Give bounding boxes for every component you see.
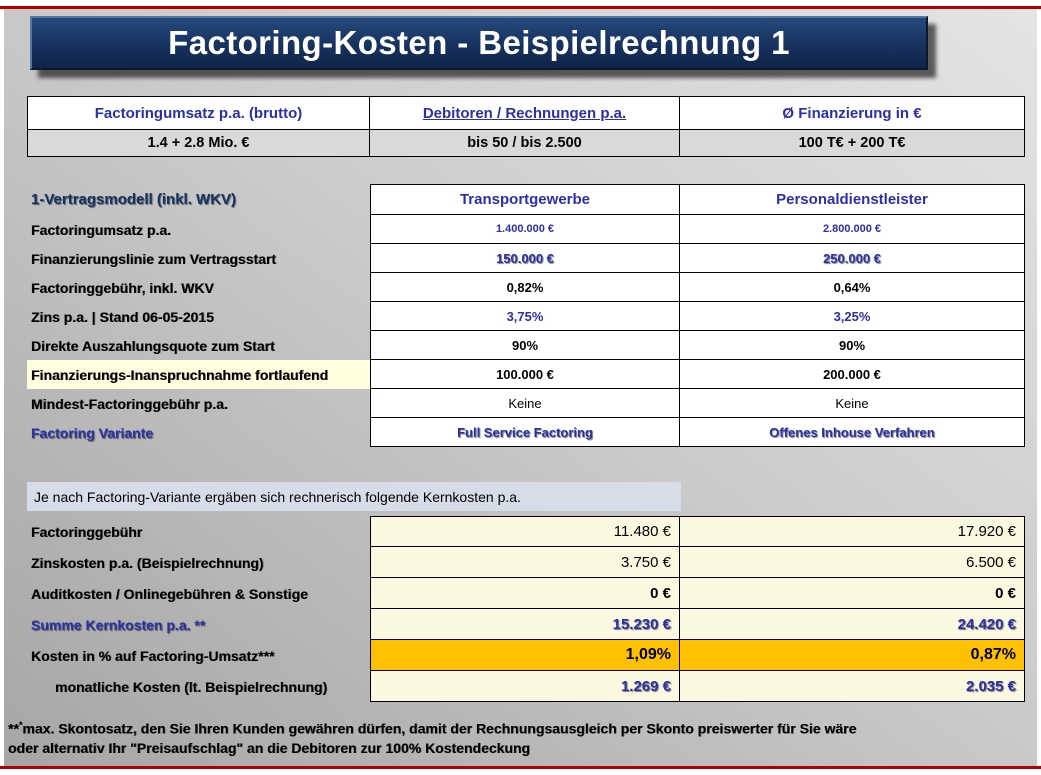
- footnote-marker: **: [8, 720, 19, 737]
- row-label-kosten-prozent: Kosten in % auf Factoring-Umsatz***: [31, 647, 275, 664]
- value-cell: Keine: [370, 389, 680, 418]
- red-divider-bottom: [0, 766, 1041, 769]
- row-label: Direkte Auszahlungsquote zum Start: [31, 337, 275, 354]
- summary-header-finanzierung: Ø Finanzierung in €: [680, 96, 1025, 130]
- value-cell: 90%: [680, 331, 1025, 360]
- value-cell: 150.000 €: [370, 244, 680, 273]
- value-cell: 11.480 €: [370, 516, 680, 547]
- table-corner-label: 1-Vertragsmodell (inkl. WKV): [31, 191, 237, 208]
- value-cell: 250.000 €: [680, 244, 1025, 273]
- row-label: Finanzierungslinie zum Vertragsstart: [31, 250, 277, 267]
- value-cell: 90%: [370, 331, 680, 360]
- value-cell: 3,75%: [370, 302, 680, 331]
- row-label-monatliche-kosten: monatliche Kosten (lt. Beispielrechnung): [55, 678, 328, 695]
- value-cell: 0,64%: [680, 273, 1025, 302]
- row-label: Factoringgebühr, inkl. WKV: [31, 279, 214, 296]
- value-cell: 2.035 €: [680, 671, 1025, 702]
- value-cell: 15.230 €: [370, 609, 680, 640]
- value-cell: 100.000 €: [370, 360, 680, 389]
- value-cell: 0 €: [680, 578, 1025, 609]
- summary-header-debitoren: Debitoren / Rechnungen p.a.: [370, 96, 680, 130]
- row-label: Auditkosten / Onlinegebühren & Sonstige: [31, 585, 308, 602]
- value-cell: 1.400.000 €: [370, 215, 680, 244]
- summary-value-finanzierung: 100 T€ + 200 T€: [680, 130, 1025, 157]
- row-label: Zins p.a. | Stand 06-05-2015: [31, 308, 214, 325]
- value-cell: 0,82%: [370, 273, 680, 302]
- row-label-factoring-variante: Factoring Variante: [31, 424, 154, 441]
- footnote: ***max. Skontosatz, den Sie Ihren Kunden…: [8, 719, 1026, 759]
- value-cell: 24.420 €: [680, 609, 1025, 640]
- contract-model-table: 1-Vertragsmodell (inkl. WKV) Transportge…: [27, 184, 1025, 447]
- summary-table: Factoringumsatz p.a. (brutto) Debitoren …: [27, 96, 1025, 157]
- title-banner: Factoring-Kosten - Beispielrechnung 1: [30, 16, 928, 70]
- row-label: Zinskosten p.a. (Beispielrechnung): [31, 554, 264, 571]
- red-divider-top: [0, 6, 1041, 9]
- value-cell: 17.920 €: [680, 516, 1025, 547]
- value-cell: 6.500 €: [680, 547, 1025, 578]
- summary-value-umsatz: 1.4 + 2.8 Mio. €: [27, 130, 370, 157]
- row-label-summe-kernkosten: Summe Kernkosten p.a. **: [31, 616, 206, 633]
- footnote-marker-sup: *: [18, 720, 23, 730]
- value-cell: Full Service Factoring: [370, 418, 680, 447]
- value-cell: 2.800.000 €: [680, 215, 1025, 244]
- page-title: Factoring-Kosten - Beispielrechnung 1: [168, 24, 790, 61]
- row-label: Factoringgebühr: [31, 523, 143, 540]
- footnote-line-1: ***max. Skontosatz, den Sie Ihren Kunden…: [8, 719, 1026, 739]
- summary-header-factoringumsatz: Factoringumsatz p.a. (brutto): [27, 96, 370, 130]
- value-cell: 0 €: [370, 578, 680, 609]
- value-cell: Offenes Inhouse Verfahren: [680, 418, 1025, 447]
- footnote-line-2: oder alternativ Ihr "Preisaufschlag" an …: [8, 740, 531, 757]
- summary-value-debitoren: bis 50 / bis 2.500: [370, 130, 680, 157]
- row-label: Factoringumsatz p.a.: [31, 221, 172, 238]
- value-cell: 3,25%: [680, 302, 1025, 331]
- value-cell: 1.269 €: [370, 671, 680, 702]
- row-label: Mindest-Factoringgebühr p.a.: [31, 395, 228, 412]
- column-header-transportgewerbe: Transportgewerbe: [370, 184, 680, 215]
- footnote-text-1: max. Skontosatz, den Sie Ihren Kunden ge…: [22, 720, 857, 737]
- note-bar: Je nach Factoring-Variante ergäben sich …: [27, 482, 681, 511]
- core-costs-table: Factoringgebühr 11.480 € 17.920 € Zinsko…: [27, 516, 1025, 702]
- row-label-highlighted: Finanzierungs-Inanspruchnahme fortlaufen…: [27, 360, 370, 389]
- value-cell: 3.750 €: [370, 547, 680, 578]
- column-header-personaldienstleister: Personaldienstleister: [680, 184, 1025, 215]
- value-cell: Keine: [680, 389, 1025, 418]
- value-cell-highlighted: 0,87%: [680, 640, 1025, 671]
- value-cell: 200.000 €: [680, 360, 1025, 389]
- value-cell-highlighted: 1,09%: [370, 640, 680, 671]
